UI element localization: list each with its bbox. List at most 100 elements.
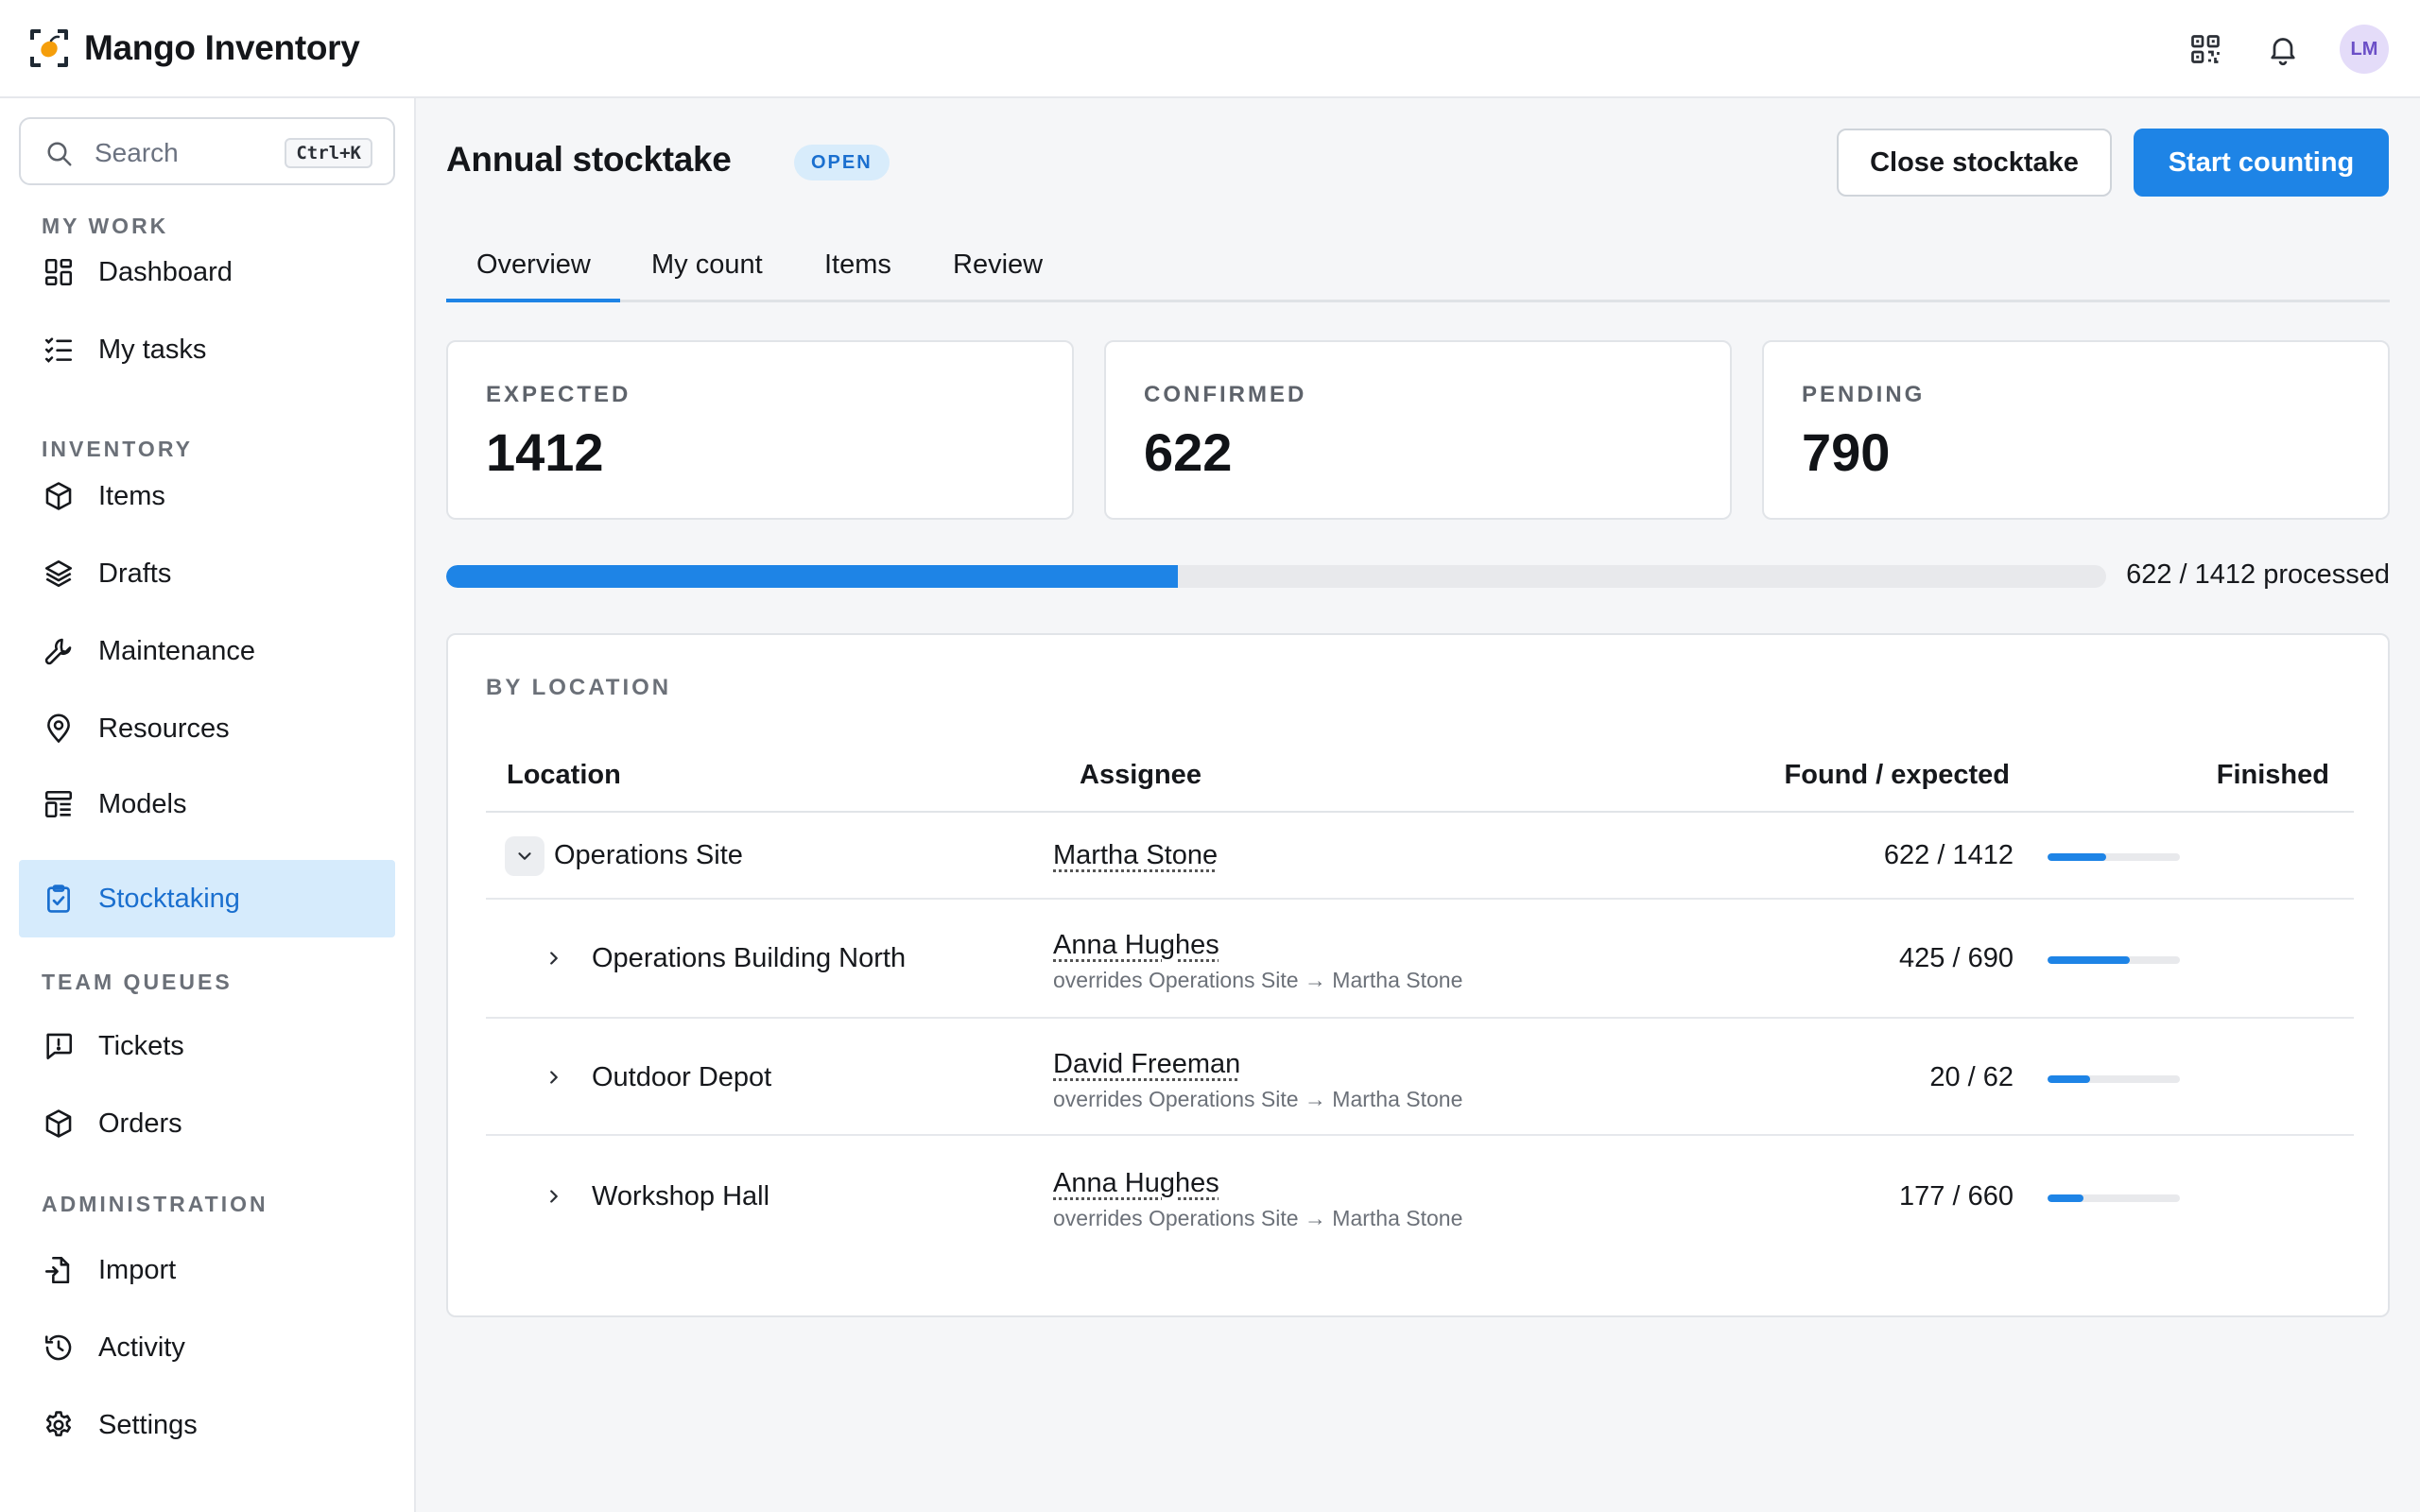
tab-bar: Overview My count Items Review: [446, 236, 2390, 302]
location-name: Workshop Hall: [592, 1181, 770, 1211]
sidebar-item-dashboard[interactable]: Dashboard: [19, 233, 395, 311]
header-divider: [486, 811, 2354, 813]
sidebar-item-my-tasks[interactable]: My tasks: [19, 311, 395, 388]
box-icon: [42, 479, 76, 513]
collapse-toggle[interactable]: [505, 836, 544, 876]
search-placeholder: Search: [95, 138, 179, 167]
sidebar-item-label: Activity: [98, 1332, 185, 1363]
tab-overview[interactable]: Overview: [476, 249, 591, 280]
search-input[interactable]: Search Ctrl+K: [19, 117, 395, 185]
sidebar-item-label: Tickets: [98, 1030, 184, 1061]
table-row[interactable]: Operations Site Martha Stone 622 / 1412: [486, 813, 2354, 900]
chevron-right-icon: [550, 1190, 558, 1203]
sidebar-item-label: Import: [98, 1254, 177, 1285]
sidebar-item-import[interactable]: Import: [19, 1231, 395, 1309]
tab-my-count[interactable]: My count: [651, 249, 763, 280]
models-icon: [42, 787, 76, 821]
finished-progress-fill: [2048, 853, 2106, 861]
box-icon: [42, 1107, 76, 1141]
found-expected-value: 425 / 690: [1899, 943, 2014, 973]
location-name: Outdoor Depot: [592, 1062, 772, 1092]
sidebar-item-drafts[interactable]: Drafts: [19, 535, 395, 612]
sidebar-item-resources[interactable]: Resources: [19, 690, 395, 767]
app-name: Mango Inventory: [84, 28, 360, 67]
search-icon: [47, 142, 72, 166]
stat-label: PENDING: [1802, 382, 1926, 407]
sidebar-item-items[interactable]: Items: [19, 457, 395, 535]
sidebar-item-models[interactable]: Models: [19, 765, 395, 843]
assignee-link[interactable]: David Freeman: [1053, 1049, 1241, 1079]
overall-progress-fill: [446, 565, 1178, 588]
avatar[interactable]: LM: [2340, 25, 2389, 74]
location-pin-icon: [42, 712, 76, 746]
history-icon: [42, 1331, 76, 1365]
top-bar: Mango Inventory LM: [0, 0, 2420, 98]
expand-toggle[interactable]: [537, 1060, 571, 1094]
table-row[interactable]: Workshop Hall Anna Hughes overrides Oper…: [486, 1136, 2354, 1255]
stat-value: 1412: [486, 422, 604, 482]
chevron-right-icon: [550, 1071, 558, 1084]
sidebar: Search Ctrl+K MY WORK Dashboard My tasks…: [0, 98, 416, 1512]
stat-card-expected: EXPECTED 1412: [446, 340, 1074, 520]
location-name: Operations Site: [554, 840, 743, 870]
brand[interactable]: Mango Inventory: [29, 28, 360, 68]
row-divider: [486, 1134, 2354, 1136]
ticket-icon: [42, 1029, 76, 1063]
assignee-link[interactable]: Anna Hughes: [1053, 1168, 1219, 1198]
found-expected-value: 20 / 62: [1929, 1062, 2014, 1092]
sidebar-item-stocktaking[interactable]: Stocktaking: [19, 860, 395, 937]
section-label-my-work: MY WORK: [42, 214, 169, 238]
sidebar-item-activity[interactable]: Activity: [19, 1309, 395, 1386]
panel-label: BY LOCATION: [486, 675, 672, 700]
stat-value: 622: [1144, 422, 1233, 482]
chevron-down-icon: [518, 852, 531, 860]
wrench-icon: [42, 634, 76, 668]
expand-toggle[interactable]: [537, 1179, 571, 1213]
gear-icon: [42, 1408, 76, 1442]
qr-code-icon[interactable]: [2177, 21, 2234, 77]
location-name: Operations Building North: [592, 943, 907, 973]
sidebar-item-orders[interactable]: Orders: [19, 1085, 395, 1162]
overall-progress-bar: [446, 565, 2106, 588]
assignee-override-note: overrides Operations Site → Martha Stone: [1053, 968, 1463, 992]
bell-icon[interactable]: [2255, 21, 2311, 77]
sidebar-item-label: Orders: [98, 1108, 182, 1139]
start-counting-button[interactable]: Start counting: [2134, 129, 2389, 197]
expand-toggle[interactable]: [537, 941, 571, 975]
chevron-right-icon: [550, 952, 558, 965]
row-divider: [486, 898, 2354, 900]
finished-progress-fill: [2048, 956, 2130, 964]
table-row[interactable]: Operations Building North Anna Hughes ov…: [486, 900, 2354, 1019]
status-badge: OPEN: [794, 145, 890, 180]
sidebar-item-tickets[interactable]: Tickets: [19, 1007, 395, 1085]
assignee-override-note: overrides Operations Site → Martha Stone: [1053, 1206, 1463, 1230]
sidebar-item-label: Stocktaking: [98, 883, 240, 914]
sidebar-item-label: Dashboard: [98, 256, 233, 287]
finished-progress-bar: [2048, 853, 2180, 861]
stat-card-confirmed: CONFIRMED 622: [1104, 340, 1732, 520]
keyboard-shortcut-badge: Ctrl+K: [285, 138, 372, 168]
progress-text: 622 / 1412 processed: [2126, 559, 2390, 590]
finished-progress-bar: [2048, 956, 2180, 964]
tab-items[interactable]: Items: [824, 249, 891, 280]
sidebar-item-label: Models: [98, 788, 187, 819]
import-icon: [42, 1253, 76, 1287]
sidebar-item-maintenance[interactable]: Maintenance: [19, 612, 395, 690]
finished-progress-bar: [2048, 1194, 2180, 1202]
tasks-icon: [42, 333, 76, 367]
tab-review[interactable]: Review: [953, 249, 1044, 280]
found-expected-value: 177 / 660: [1899, 1181, 2014, 1211]
assignee-link[interactable]: Anna Hughes: [1053, 930, 1219, 960]
page-title: Annual stocktake: [446, 140, 732, 179]
active-tab-indicator: [446, 299, 620, 302]
column-header-found-expected: Found / expected: [1784, 760, 2010, 790]
sidebar-item-label: My tasks: [98, 334, 207, 365]
table-row[interactable]: Outdoor Depot David Freeman overrides Op…: [486, 1019, 2354, 1136]
sidebar-item-settings[interactable]: Settings: [19, 1386, 395, 1464]
sidebar-item-label: Items: [98, 480, 165, 511]
sidebar-item-label: Drafts: [98, 558, 172, 589]
close-stocktake-button[interactable]: Close stocktake: [1837, 129, 2112, 197]
assignee-link[interactable]: Martha Stone: [1053, 840, 1219, 870]
section-label-team-queues: TEAM QUEUES: [42, 970, 233, 994]
row-divider: [486, 1017, 2354, 1019]
